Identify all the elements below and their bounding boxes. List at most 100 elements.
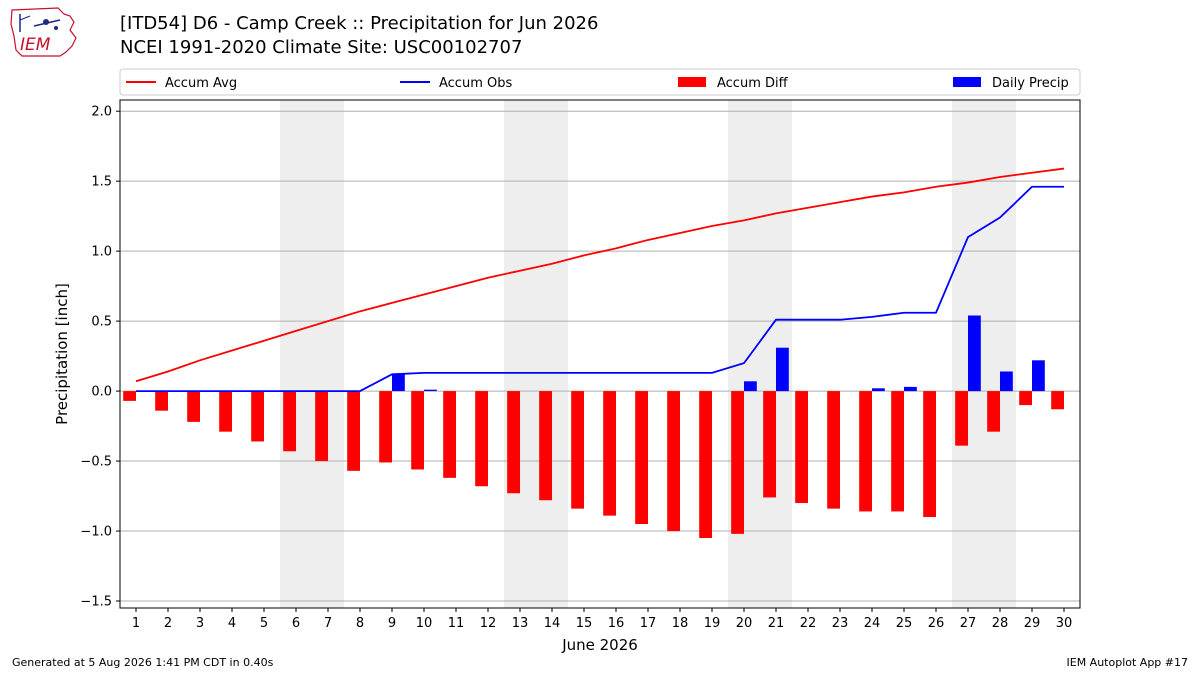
legend-label-2: Accum Diff <box>717 76 789 91</box>
logo-text: IEM <box>20 35 51 55</box>
xtick-label-4: 4 <box>228 616 236 631</box>
accum-diff-bar-16 <box>603 391 616 516</box>
legend-label-1: Accum Obs <box>439 76 512 91</box>
accum-diff-bar-21 <box>763 391 776 498</box>
accum-avg-line <box>135 167 1065 383</box>
daily-precip-bar-25 <box>904 386 917 392</box>
xtick-label-9: 9 <box>388 616 396 631</box>
accum-diff-bar-9 <box>379 391 392 463</box>
ytick-label-6: 1.5 <box>91 175 112 190</box>
accum-diff-bar-15 <box>571 391 584 509</box>
accum-diff-bar-14 <box>539 391 552 501</box>
xtick-label-20: 20 <box>736 616 753 631</box>
legend-swatch-2 <box>678 77 706 87</box>
accum-diff-bar-30 <box>1051 391 1064 410</box>
daily-precip-bar-20 <box>744 381 757 392</box>
xtick-label-8: 8 <box>356 616 364 631</box>
accum-diff-bar-29 <box>1019 391 1032 406</box>
legend-swatch-3 <box>953 77 981 87</box>
series-lines <box>135 167 1065 392</box>
legend-label-0: Accum Avg <box>165 76 237 91</box>
xtick-label-15: 15 <box>576 616 593 631</box>
generated-note: Generated at 5 Aug 2026 1:41 PM CDT in 0… <box>12 656 274 669</box>
xtick-label-25: 25 <box>896 616 913 631</box>
accum-diff-bar-22 <box>795 391 808 504</box>
plot-frame <box>119 99 1081 609</box>
daily-precip-bar-29 <box>1032 360 1045 392</box>
accum-diff-bar-5 <box>251 391 264 442</box>
accum-diff-bar-12 <box>475 391 488 487</box>
ytick-label-4: 0.5 <box>91 315 112 330</box>
accum-diff-bar-3 <box>187 391 200 422</box>
ytick-label-0: −1.5 <box>80 595 112 610</box>
xtick-label-18: 18 <box>672 616 689 631</box>
app-label: IEM Autoplot App #17 <box>1066 656 1189 669</box>
x-axis: 1 2 3 4 5 6 7 8 9 10 11 12 13 14 15 16 17 18 19 20 21 22 23 24 2… <box>132 608 1072 631</box>
weekend-bands <box>280 100 1016 608</box>
xtick-label-16: 16 <box>608 616 625 631</box>
accum-diff-bar-11 <box>443 391 456 478</box>
accum-diff-bar-19 <box>699 391 712 539</box>
chart-subtitle: NCEI 1991-2020 Climate Site: USC00102707 <box>120 37 523 58</box>
xtick-label-22: 22 <box>800 616 817 631</box>
accum-diff-bar-7 <box>315 391 328 462</box>
xtick-label-30: 30 <box>1056 616 1073 631</box>
xtick-label-10: 10 <box>416 616 433 631</box>
accum-obs-line <box>136 185 1064 392</box>
bars <box>123 315 1064 539</box>
accum-diff-bar-4 <box>219 391 232 432</box>
chart-title: [ITD54] D6 - Camp Creek :: Precipitation… <box>120 13 599 34</box>
xtick-label-12: 12 <box>480 616 497 631</box>
xtick-label-29: 29 <box>1024 616 1041 631</box>
ytick-label-2: −0.5 <box>80 455 112 470</box>
xtick-label-24: 24 <box>864 616 881 631</box>
accum-diff-bar-20 <box>731 391 744 534</box>
ytick-label-7: 2.0 <box>91 105 112 120</box>
xtick-label-11: 11 <box>448 616 465 631</box>
daily-precip-bar-9 <box>392 374 405 392</box>
accum-diff-bar-24 <box>859 391 872 512</box>
ytick-label-5: 1.0 <box>91 245 112 260</box>
weekend-band-0 <box>280 100 344 608</box>
xtick-label-7: 7 <box>324 616 332 631</box>
xtick-label-27: 27 <box>960 616 977 631</box>
xtick-label-13: 13 <box>512 616 529 631</box>
xtick-label-5: 5 <box>260 616 268 631</box>
x-axis-label: June 2026 <box>561 636 638 654</box>
accum-diff-bar-8 <box>347 391 360 471</box>
weekend-band-1 <box>504 100 568 608</box>
xtick-label-1: 1 <box>132 616 140 631</box>
accum-diff-bar-17 <box>635 391 648 525</box>
accum-diff-bar-6 <box>283 391 296 452</box>
legend: Accum Avg Accum Obs Accum Diff Daily Precip <box>119 68 1081 96</box>
accum-diff-bar-28 <box>987 391 1000 432</box>
daily-precip-bar-28 <box>1000 371 1013 392</box>
y-axis: −1.5 −1.0 −0.5 0.0 0.5 1.0 1.5 2.0 <box>80 105 120 610</box>
ytick-label-1: −1.0 <box>80 525 112 540</box>
xtick-label-26: 26 <box>928 616 945 631</box>
daily-precip-bar-24 <box>872 388 885 392</box>
xtick-label-2: 2 <box>164 616 172 631</box>
xtick-label-14: 14 <box>544 616 561 631</box>
daily-precip-bar-10 <box>424 389 437 392</box>
iem-logo: IEM <box>8 6 80 58</box>
xtick-label-21: 21 <box>768 616 785 631</box>
accum-diff-bar-1 <box>123 391 136 401</box>
accum-diff-bar-13 <box>507 391 520 494</box>
legend-label-3: Daily Precip <box>992 76 1069 91</box>
xtick-label-28: 28 <box>992 616 1009 631</box>
daily-precip-bar-27 <box>968 315 981 392</box>
accum-diff-bar-18 <box>667 391 680 532</box>
accum-diff-bar-27 <box>955 391 968 446</box>
xtick-label-3: 3 <box>196 616 204 631</box>
accum-diff-bar-10 <box>411 391 424 470</box>
xtick-label-6: 6 <box>292 616 300 631</box>
accum-diff-bar-23 <box>827 391 840 509</box>
weekend-band-3 <box>952 100 1016 608</box>
xtick-label-17: 17 <box>640 616 657 631</box>
y-axis-label: Precipitation [inch] <box>53 283 71 425</box>
grid-lines <box>120 110 1080 602</box>
xtick-label-23: 23 <box>832 616 849 631</box>
daily-precip-bar-21 <box>776 347 789 392</box>
